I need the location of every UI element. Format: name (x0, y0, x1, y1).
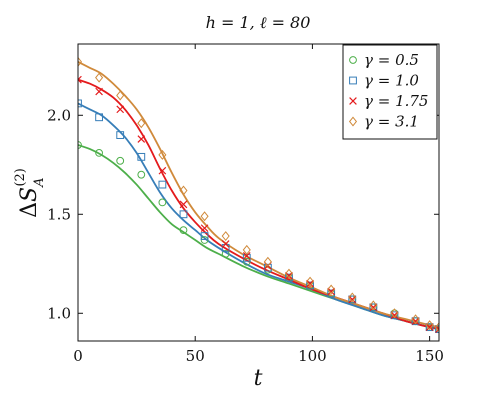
data-point-2-16 (411, 317, 420, 326)
data-point-2-1 (95, 87, 103, 96)
legend: γ = 0.5 γ = 1.0 γ = 1.75 γ = 3.1 (342, 44, 438, 140)
legend-marker-3 (348, 116, 358, 127)
data-point-0-6 (200, 236, 209, 244)
data-point-1-0 (78, 99, 82, 108)
data-point-3-1 (95, 72, 104, 83)
data-point-3-0 (78, 56, 83, 67)
data-point-0-7 (221, 249, 230, 258)
data-point-2-12 (327, 287, 335, 296)
data-point-1-17 (425, 323, 434, 332)
plot-frame (77, 43, 440, 342)
series-line-0 (78, 144, 439, 331)
data-point-2-4 (158, 166, 167, 175)
data-point-3-3 (137, 118, 146, 129)
x-tick-label: 50 (186, 347, 205, 365)
data-point-3-9 (263, 256, 272, 267)
legend-label-2: γ = 1.75 (364, 92, 428, 110)
data-point-2-15 (390, 311, 399, 320)
data-point-3-16 (411, 314, 420, 325)
data-point-3-2 (116, 90, 125, 101)
axis-ticks: 0 50 100 150 1.0 1.5 2.0 (47, 44, 444, 365)
y-tick-label: 1.5 (47, 205, 71, 223)
svg-text:ΔSA(2): ΔSA(2) (13, 168, 47, 218)
legend-marker-0 (349, 56, 357, 64)
data-point-3-6 (200, 211, 209, 222)
y-tick-label: 2.0 (47, 106, 71, 124)
y-axis-label: ΔSA(2) (13, 168, 47, 218)
data-point-0-8 (242, 257, 251, 266)
data-point-3-4 (158, 149, 167, 160)
data-point-1-13 (348, 295, 357, 304)
data-point-2-2 (116, 105, 125, 114)
data-point-3-8 (242, 244, 251, 255)
data-point-2-6 (200, 224, 209, 232)
legend-marker-1 (349, 76, 357, 85)
legend-marker-2 (349, 97, 357, 105)
data-point-0-1 (95, 149, 103, 157)
data-point-3-5 (179, 185, 188, 196)
data-point-3-7 (221, 231, 230, 242)
x-tick-label: 0 (73, 347, 83, 365)
data-point-1-2 (116, 131, 125, 139)
legend-label-1: γ = 1.0 (364, 72, 419, 90)
data-point-2-13 (348, 295, 357, 304)
x-axis-label: t (254, 366, 263, 391)
x-tick-label: 150 (415, 347, 444, 365)
data-point-2-14 (369, 303, 378, 312)
legend-box (342, 44, 438, 140)
data-point-1-10 (285, 273, 293, 282)
data-point-2-5 (179, 200, 188, 209)
data-point-3-10 (284, 268, 294, 279)
data-point-1-5 (179, 210, 188, 219)
series-line-1 (78, 102, 439, 331)
data-point-2-18 (435, 325, 439, 333)
y-tick-label: 1.0 (47, 304, 71, 322)
data-point-1-14 (369, 303, 378, 312)
data-point-3-13 (348, 292, 357, 303)
data-point-1-3 (137, 152, 146, 161)
data-point-2-0 (78, 75, 82, 84)
data-point-3-11 (306, 276, 315, 287)
data-point-1-18 (435, 325, 439, 334)
data-point-2-11 (306, 279, 314, 288)
data-point-0-4 (158, 198, 167, 207)
data-point-0-0 (78, 141, 82, 149)
data-point-3-14 (369, 300, 378, 311)
data-point-3-15 (390, 308, 399, 319)
data-point-1-6 (200, 232, 209, 240)
data-point-1-11 (306, 281, 314, 290)
data-point-1-4 (158, 180, 167, 189)
data-point-2-8 (242, 252, 251, 260)
legend-label-3: γ = 3.1 (364, 113, 419, 131)
data-point-2-17 (425, 323, 434, 331)
data-point-1-1 (95, 113, 103, 122)
series-markers (78, 56, 439, 334)
data-point-0-5 (179, 226, 188, 235)
data-point-2-10 (285, 271, 293, 280)
legend-label-0: γ = 0.5 (364, 51, 419, 69)
data-point-0-2 (116, 156, 125, 165)
data-point-1-16 (411, 317, 420, 326)
data-point-2-7 (221, 240, 230, 248)
data-point-3-12 (327, 284, 336, 295)
data-point-0-3 (137, 170, 146, 179)
data-point-3-17 (425, 320, 434, 331)
data-point-1-15 (390, 311, 399, 320)
data-point-2-3 (137, 135, 146, 143)
data-point-3-18 (434, 322, 439, 333)
x-tick-label: 100 (298, 347, 327, 365)
data-point-1-12 (327, 289, 336, 298)
data-point-1-9 (263, 263, 272, 272)
chart-title: h = 1, ℓ = 80 (206, 13, 311, 32)
